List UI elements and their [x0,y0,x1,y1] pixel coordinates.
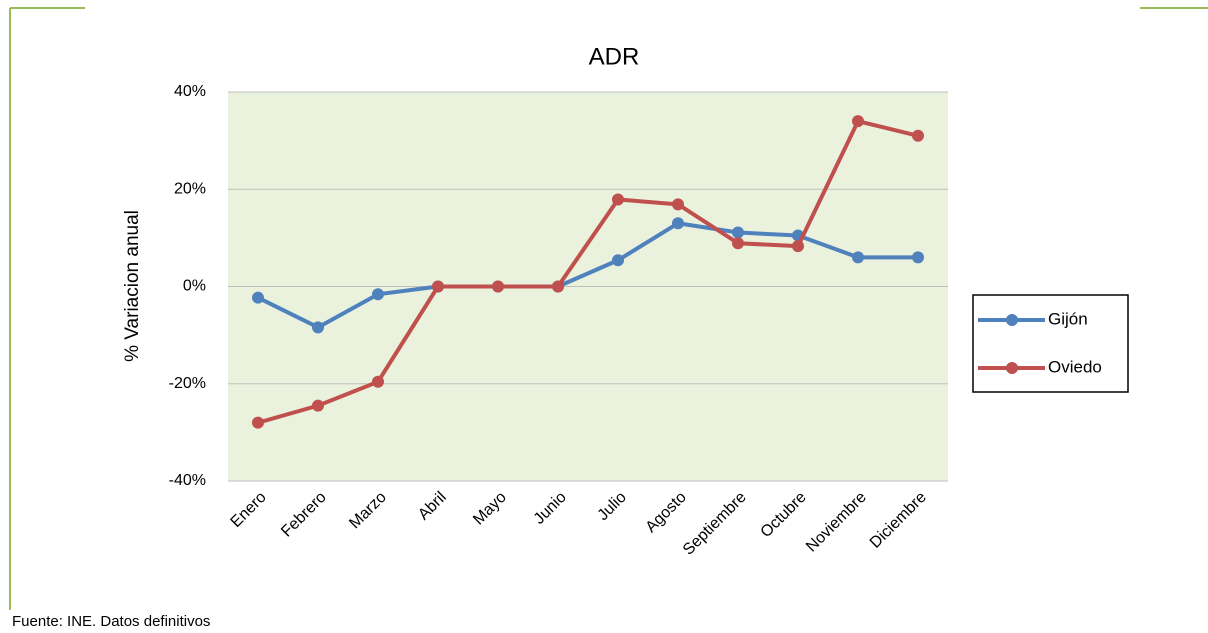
chart-title: ADR [589,43,640,70]
x-tick-label: Marzo [346,489,390,533]
data-point [732,237,744,250]
legend-swatch [1006,314,1018,326]
x-tick-label: Mayo [470,489,510,529]
data-point [672,217,684,230]
y-tick-label: 0% [183,278,206,295]
x-tick-label: Enero [228,489,270,531]
source-note: Fuente: INE. Datos definitivos [12,613,210,630]
x-tick-label: Abril [415,489,450,524]
x-tick-label: Agosto [643,489,690,536]
data-point [852,115,864,128]
x-tick-label: Noviembre [803,489,870,556]
legend-label: Gijón [1048,309,1088,328]
x-tick-label: Octubre [758,489,810,541]
data-point [612,193,624,206]
data-point [912,251,924,264]
data-point [912,129,924,142]
x-tick-label: Febrero [278,489,330,541]
data-point [432,280,444,293]
y-tick-label: -40% [169,472,206,489]
data-point [612,254,624,267]
data-point [252,291,264,304]
data-point [312,399,324,412]
data-point [372,288,384,301]
y-tick-label: 20% [174,180,206,197]
y-tick-label: -20% [169,375,206,392]
data-point [492,280,504,293]
data-point [552,280,564,293]
data-point [312,321,324,334]
series-line [257,221,918,330]
data-point [732,226,744,239]
legend-swatch [1006,362,1018,374]
y-tick-label: 40% [174,83,206,100]
data-point [252,416,264,429]
x-tick-label: Julio [595,489,630,524]
legend-label: Oviedo [1048,357,1102,376]
x-tick-label: Junio [531,489,570,528]
data-point [852,251,864,264]
y-axis-label: % Variacion anual [122,210,143,362]
legend-box [972,294,1129,393]
x-tick-label: Septiembre [680,489,750,559]
data-point [792,240,804,253]
series-line [257,119,919,425]
data-point [672,198,684,211]
x-tick-label: Diciembre [867,489,930,552]
data-point [372,375,384,388]
